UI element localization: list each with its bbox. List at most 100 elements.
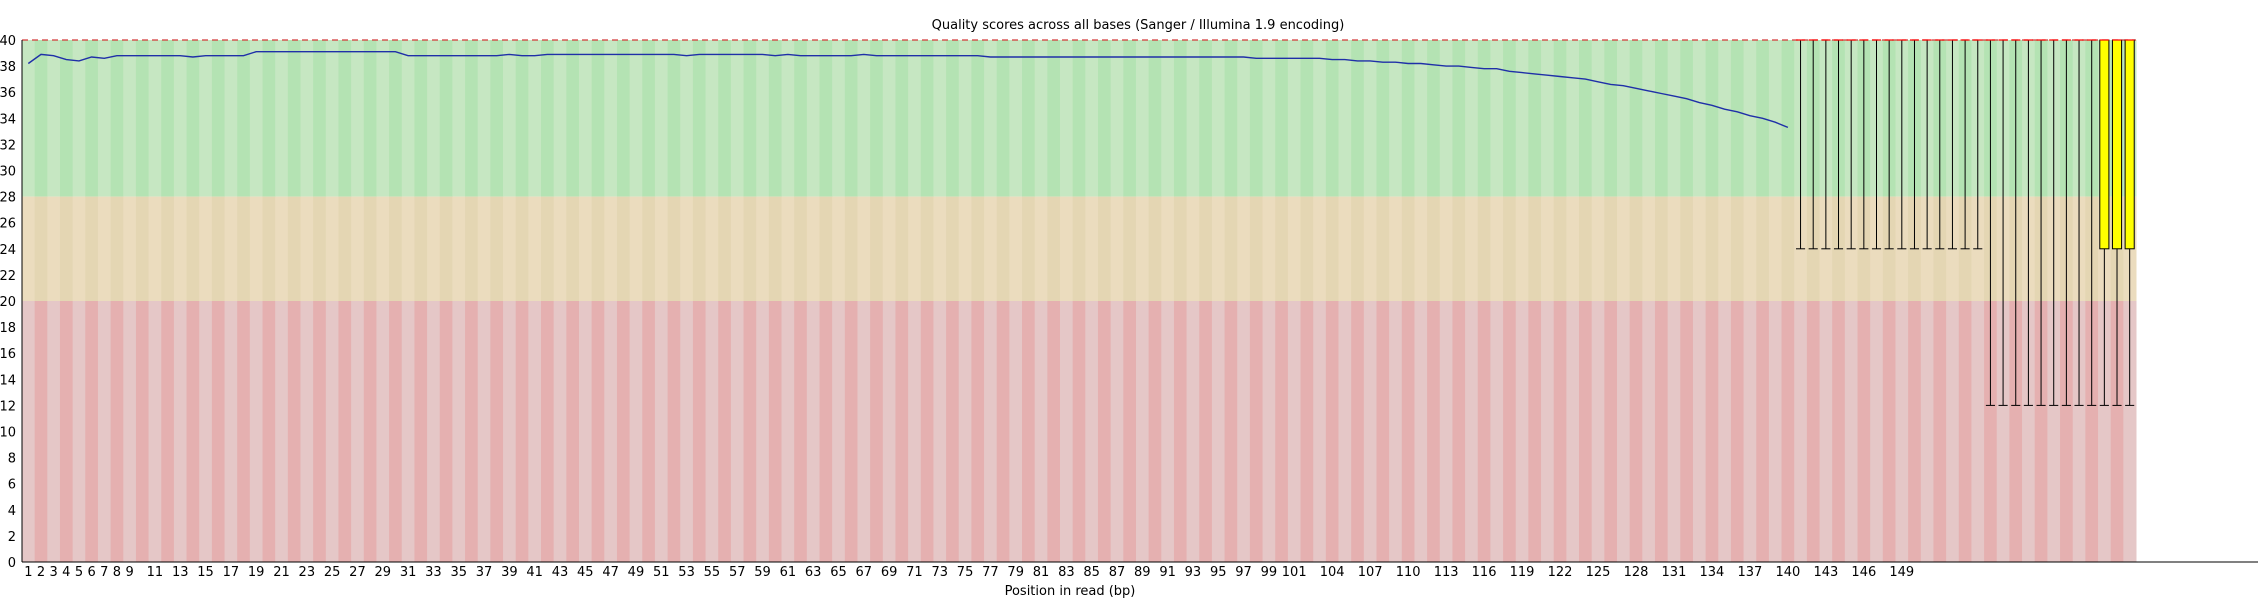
- band-poor-cell: [553, 301, 567, 562]
- band-poor-cell: [1161, 301, 1175, 562]
- x-tick-label: 122: [1548, 565, 1573, 580]
- band-good-cell: [1553, 40, 1567, 197]
- band-good-cell: [1616, 40, 1631, 197]
- band-good-cell: [1579, 40, 1593, 197]
- band-poor-cell: [692, 301, 707, 562]
- band-reasonable-cell: [1465, 196, 1479, 301]
- band-reasonable-cell: [1553, 196, 1567, 301]
- band-reasonable-cell: [439, 196, 453, 301]
- band-poor-cell: [1452, 301, 1466, 562]
- band-good-cell: [439, 40, 453, 197]
- band-reasonable-cell: [1123, 196, 1137, 301]
- y-tick-label: 2: [8, 530, 16, 545]
- box-position-151: [1922, 39, 1932, 250]
- band-poor-cell: [1541, 301, 1555, 562]
- x-tick-label: 6: [87, 565, 95, 580]
- band-reasonable-cell: [541, 196, 555, 301]
- band-poor-cell: [477, 301, 491, 562]
- band-poor-cell: [2022, 301, 2036, 562]
- band-reasonable-cell: [1667, 196, 1681, 301]
- band-poor-cell: [2060, 301, 2074, 562]
- band-reasonable-cell: [1503, 196, 1517, 301]
- band-good-cell: [1730, 40, 1745, 197]
- x-tick-label: 79: [1007, 565, 1024, 580]
- band-poor-cell: [72, 301, 86, 562]
- band-reasonable-cell: [325, 196, 339, 301]
- band-poor-cell: [148, 301, 162, 562]
- band-reasonable-cell: [275, 196, 289, 301]
- band-good-cell: [1173, 40, 1188, 197]
- band-good-cell: [806, 40, 820, 197]
- band-poor-cell: [224, 301, 238, 562]
- band-reasonable-cell: [528, 196, 542, 301]
- band-good-cell: [1781, 40, 1795, 197]
- x-tick-label: 125: [1586, 565, 1611, 580]
- band-good-cell: [1452, 40, 1466, 197]
- band-poor-cell: [616, 301, 631, 562]
- x-tick-label: 57: [729, 565, 746, 580]
- band-poor-cell: [452, 301, 466, 562]
- band-reasonable-cell: [1009, 196, 1023, 301]
- band-reasonable-cell: [199, 196, 213, 301]
- x-tick-label: 116: [1472, 565, 1497, 580]
- band-poor-cell: [819, 301, 833, 562]
- band-reasonable-cell: [1566, 196, 1580, 301]
- box-position-147: [1871, 39, 1882, 250]
- box-position-152: [1935, 39, 1945, 250]
- band-poor-cell: [59, 301, 74, 562]
- band-good-cell: [389, 40, 403, 197]
- box-iqr: [2111, 39, 2123, 250]
- quality-bands: [22, 40, 2137, 562]
- band-reasonable-cell: [1300, 196, 1314, 301]
- x-tick-label: 51: [653, 565, 670, 580]
- band-poor-cell: [1616, 301, 1631, 562]
- band-good-cell: [1414, 40, 1428, 197]
- y-tick-label: 20: [0, 295, 16, 310]
- band-poor-cell: [34, 301, 48, 562]
- band-poor-cell: [110, 301, 124, 562]
- band-good-cell: [1768, 40, 1783, 197]
- band-good-cell: [1351, 40, 1365, 197]
- x-tick-labels: 1 2 3 4 5 6 7 8 9 11 13 15 17 19 21 23 25 27 29 31 33 35 37 39 4…: [24, 565, 1914, 580]
- x-tick-label: 17: [223, 565, 240, 580]
- band-poor-cell: [1275, 301, 1289, 562]
- band-poor-cell: [1439, 301, 1453, 562]
- x-tick-label: 85: [1083, 565, 1100, 580]
- band-reasonable-cell: [34, 196, 48, 301]
- x-tick-label: 69: [881, 565, 898, 580]
- band-poor-cell: [1844, 301, 1859, 562]
- band-good-cell: [465, 40, 479, 197]
- band-poor-cell: [439, 301, 453, 562]
- x-tick-label: 71: [906, 565, 923, 580]
- band-poor-cell: [1363, 301, 1377, 562]
- band-good-cell: [59, 40, 74, 197]
- y-tick-label: 24: [0, 243, 16, 258]
- band-reasonable-cell: [249, 196, 264, 301]
- band-good-cell: [1642, 40, 1656, 197]
- band-reasonable-cell: [1654, 196, 1669, 301]
- band-good-cell: [1022, 40, 1036, 197]
- band-poor-cell: [1971, 301, 1985, 562]
- box-position-158: [2011, 39, 2021, 406]
- band-poor-cell: [211, 301, 226, 562]
- band-poor-cell: [781, 301, 795, 562]
- band-reasonable-cell: [427, 196, 441, 301]
- band-poor-cell: [1097, 301, 1112, 562]
- band-poor-cell: [287, 301, 301, 562]
- band-poor-cell: [1186, 301, 1200, 562]
- band-poor-cell: [135, 301, 150, 562]
- band-reasonable-cell: [224, 196, 238, 301]
- band-reasonable-cell: [338, 196, 352, 301]
- band-good-cell: [325, 40, 339, 197]
- band-poor-cell: [1199, 301, 1213, 562]
- x-tick-label: 137: [1737, 565, 1762, 580]
- band-poor-cell: [642, 301, 656, 562]
- band-good-cell: [528, 40, 542, 197]
- y-tick-label: 14: [0, 373, 16, 388]
- band-poor-cell: [1351, 301, 1365, 562]
- band-poor-cell: [313, 301, 327, 562]
- band-good-cell: [1680, 40, 1694, 197]
- band-good-cell: [376, 40, 390, 197]
